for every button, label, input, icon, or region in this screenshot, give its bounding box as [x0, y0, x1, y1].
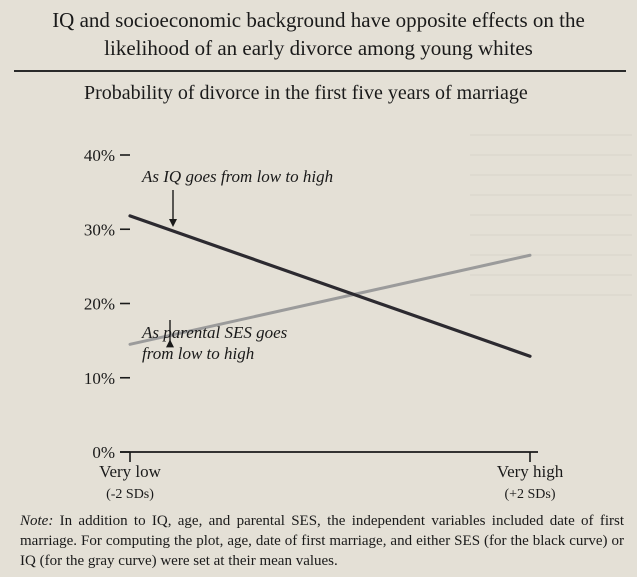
- annotation-iq: As IQ goes from low to high: [141, 167, 333, 186]
- figure-title-line-1: IQ and socioeconomic background have opp…: [52, 8, 585, 32]
- series-line-2: [128, 253, 532, 346]
- y-tick-label: 0%: [92, 443, 115, 462]
- title-rule: [14, 70, 626, 72]
- series-line-1: [128, 214, 532, 358]
- chart-title: Probability of divorce in the first five…: [84, 82, 528, 104]
- x-tick-sublabel: (+2 SDs): [504, 487, 555, 502]
- figure-title: IQ and socioeconomic background have opp…: [10, 6, 627, 62]
- annotation-ses-arrowhead: [166, 339, 174, 348]
- x-tick-sublabel: (-2 SDs): [106, 487, 154, 502]
- figure-note: Note: In addition to IQ, age, and parent…: [20, 511, 624, 571]
- note-label: Note:: [20, 513, 54, 529]
- series-layer: [128, 214, 532, 358]
- annotation-ses-line-2: from low to high: [142, 344, 254, 363]
- x-tick-label: Very low: [99, 462, 162, 481]
- chart-axes: 0% 10% 20% 30% 40% Very low (-2 SDs) Very high (…: [84, 146, 564, 502]
- x-tick-label: Very high: [497, 462, 564, 481]
- figure-title-line-2: likelihood of an early divorce among you…: [104, 36, 533, 60]
- note-text: In addition to IQ, age, and parental SES…: [20, 513, 624, 569]
- y-tick-label: 30%: [84, 220, 115, 239]
- y-tick-label: 10%: [84, 369, 115, 388]
- annotation-ses-line-1: As parental SES goes: [141, 323, 288, 342]
- y-tick-label: 20%: [84, 295, 115, 314]
- annotation-layer: As IQ goes from low to high As parental S…: [141, 167, 333, 363]
- y-tick-label: 40%: [84, 146, 115, 165]
- annotation-iq-arrowhead: [169, 218, 177, 227]
